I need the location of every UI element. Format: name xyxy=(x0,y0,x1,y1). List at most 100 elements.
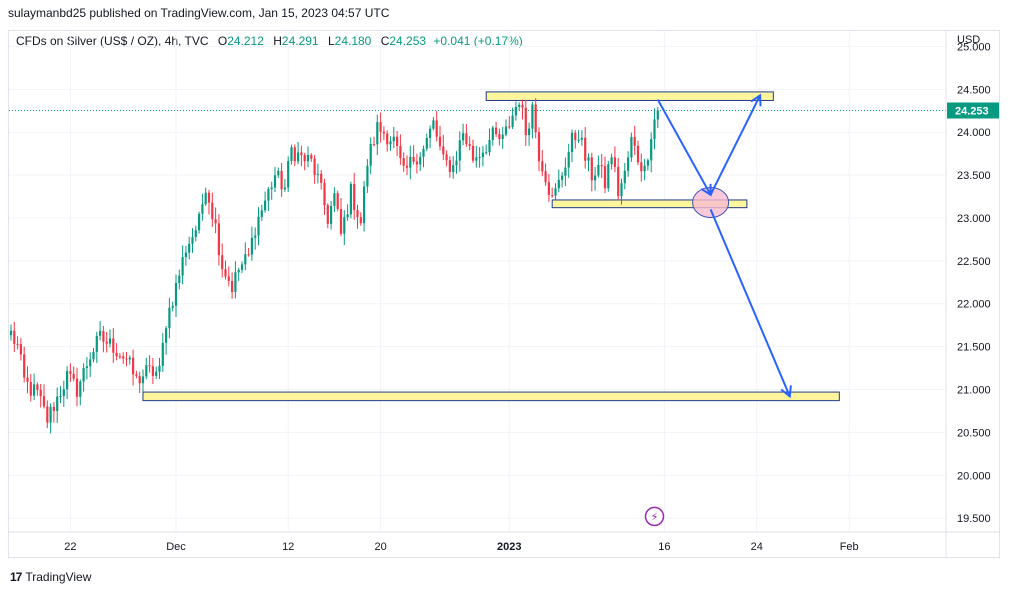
candle-body xyxy=(547,182,550,196)
x-tick-label: 12 xyxy=(282,541,294,553)
candle-body xyxy=(310,155,313,159)
candle-body xyxy=(567,152,570,168)
candle-body xyxy=(85,366,88,368)
candle-body xyxy=(19,344,22,355)
time-axis: 22 Dec 12 20 2023 16 24 Feb xyxy=(8,531,1000,553)
candle-body xyxy=(557,179,560,189)
high-value: 24.291 xyxy=(281,34,319,48)
close-value: 24.253 xyxy=(389,34,427,48)
candle-body xyxy=(155,371,158,376)
candle-body xyxy=(198,213,201,231)
candle-body xyxy=(69,371,72,374)
candle-body xyxy=(382,131,385,134)
open-value: 24.212 xyxy=(227,34,264,48)
candle-body xyxy=(518,104,521,107)
candle-body xyxy=(306,155,310,162)
candle-body xyxy=(303,155,306,162)
candle-body xyxy=(363,186,366,224)
candle-body xyxy=(475,157,478,161)
x-tick-label: 20 xyxy=(374,541,386,553)
candle-body xyxy=(577,139,580,141)
candle-body xyxy=(597,164,600,176)
candle-body xyxy=(650,139,653,161)
candle-body xyxy=(438,136,442,147)
candle-body xyxy=(128,357,131,360)
candle-body xyxy=(270,187,273,190)
candle-body xyxy=(570,132,574,153)
candle-body xyxy=(102,331,105,342)
y-tick-label: 24.000 xyxy=(957,127,991,139)
candle-body xyxy=(33,384,36,396)
y-tick-label: 19.500 xyxy=(957,513,991,525)
candle-body xyxy=(181,257,184,276)
candle-body xyxy=(498,134,501,140)
candle-body xyxy=(62,389,65,396)
support-zone xyxy=(551,199,748,209)
candle-body xyxy=(452,165,455,173)
candle-body xyxy=(551,195,554,197)
candle-body xyxy=(425,138,428,149)
candle-body xyxy=(297,152,300,162)
candle-body xyxy=(264,200,267,211)
breakdown-to-target-arrow-head xyxy=(780,385,792,399)
candle-body xyxy=(623,170,626,184)
candle-body xyxy=(240,264,244,270)
candle-body xyxy=(445,154,448,161)
candle-body xyxy=(356,210,359,218)
candle-body xyxy=(600,164,603,167)
candle-body xyxy=(613,157,616,167)
candle-body xyxy=(405,165,409,168)
candle-body xyxy=(537,132,541,162)
candle-body xyxy=(471,145,475,161)
candle-body xyxy=(59,395,62,397)
candle-body xyxy=(316,173,319,175)
candle-body xyxy=(108,338,112,344)
candle-body xyxy=(326,205,329,224)
candle-body xyxy=(561,175,564,180)
candle-body xyxy=(485,152,488,154)
candle-body xyxy=(488,139,491,153)
candle-body xyxy=(392,136,395,142)
x-tick-label: Dec xyxy=(166,541,186,553)
tradingview-brand-text: TradingView xyxy=(25,570,92,584)
candle-body xyxy=(330,205,333,224)
candle-body xyxy=(534,104,537,133)
candle-body xyxy=(462,133,465,141)
candle-body xyxy=(646,160,649,166)
candle-body xyxy=(580,137,583,140)
candle-body xyxy=(323,182,326,206)
last-price-label: 24.253 xyxy=(955,106,989,118)
candle-body xyxy=(359,217,362,224)
candle-body xyxy=(204,192,207,205)
candle-body xyxy=(122,356,125,359)
candle-body xyxy=(52,406,55,412)
chart-legend: CFDs on Silver (US$ / OZ), 4h, TVC O24.2… xyxy=(16,34,523,48)
candle-body xyxy=(590,157,593,181)
candle-body xyxy=(194,230,197,237)
candle-body xyxy=(653,119,656,140)
candle-body xyxy=(244,254,247,265)
candle-body xyxy=(141,376,145,384)
candle-body xyxy=(132,357,135,375)
candle-body xyxy=(118,356,121,358)
candle-body xyxy=(231,280,234,292)
candle-body xyxy=(290,147,293,161)
candle-body xyxy=(300,152,303,156)
candle-body xyxy=(389,141,392,145)
candle-body xyxy=(402,158,405,166)
candle-body xyxy=(448,160,451,173)
candle-body xyxy=(366,165,369,187)
y-tick-label: 23.500 xyxy=(957,170,991,182)
last-price-tag xyxy=(947,102,999,119)
candle-body xyxy=(115,352,118,357)
candle-body xyxy=(379,122,382,132)
candle-body xyxy=(346,214,349,218)
candle-body xyxy=(415,161,418,165)
candle-body xyxy=(23,354,26,378)
y-tick-label: 21.500 xyxy=(957,342,991,354)
target-zone xyxy=(142,391,840,402)
candle-body xyxy=(273,175,277,188)
y-tick-label: 22.000 xyxy=(957,299,991,311)
candle-body xyxy=(66,371,69,390)
